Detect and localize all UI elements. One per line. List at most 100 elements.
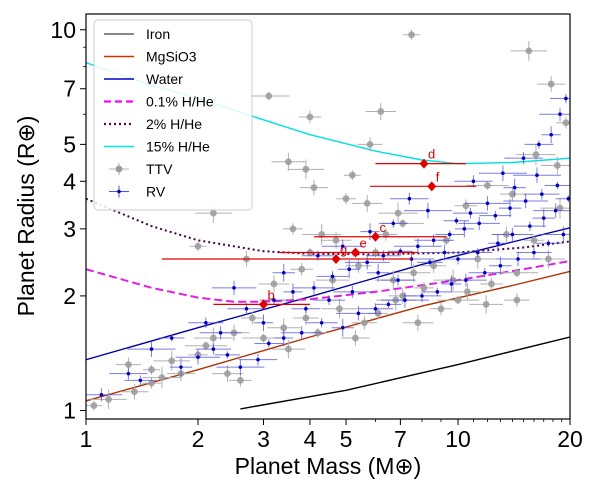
- rv-marker: [244, 306, 249, 311]
- rv-marker: [299, 330, 304, 335]
- rv-marker: [482, 270, 487, 275]
- rv-point: [316, 271, 349, 282]
- rv-point: [541, 126, 561, 144]
- ttv-marker: [209, 209, 217, 217]
- rv-marker: [396, 278, 400, 282]
- ttv-marker: [474, 255, 482, 263]
- rv-point: [390, 192, 429, 205]
- ttv-point: [421, 258, 447, 273]
- rv-marker: [179, 365, 183, 369]
- rv-marker: [340, 325, 345, 330]
- rv-point: [452, 207, 489, 219]
- rv-marker: [319, 320, 324, 325]
- y-tick-label: 5: [63, 131, 76, 157]
- rv-point: [498, 199, 522, 218]
- rv-marker: [468, 211, 473, 215]
- ttv-marker: [420, 284, 428, 292]
- planet-c-label: c: [379, 220, 386, 235]
- y-tick-label: 3: [63, 216, 76, 242]
- ttv-marker: [352, 334, 359, 342]
- rv-marker: [475, 250, 480, 255]
- ttv-marker: [454, 296, 462, 304]
- rv-point: [555, 195, 570, 203]
- ttv-marker: [270, 280, 278, 288]
- ttv-marker: [209, 334, 217, 342]
- rv-marker: [225, 353, 230, 357]
- rv-marker: [330, 274, 335, 279]
- rv-point: [280, 326, 323, 340]
- rv-marker: [420, 294, 424, 298]
- x-axis-title: Planet Mass (M⊕): [235, 453, 422, 479]
- y-tick-label: 1: [63, 398, 76, 424]
- rv-point: [443, 217, 470, 225]
- rv-marker: [272, 298, 276, 302]
- legend-item: RV: [109, 184, 166, 200]
- ttv-point: [343, 170, 361, 181]
- ttv-point: [90, 389, 127, 410]
- rv-point: [344, 255, 390, 270]
- legend-label: 2% H/He: [146, 116, 202, 132]
- planet-f-label: f: [436, 169, 440, 184]
- rv-point: [422, 287, 452, 297]
- ttv-marker: [562, 119, 570, 127]
- rv-point: [491, 227, 534, 242]
- ttv-point: [510, 41, 548, 61]
- rv-marker: [149, 347, 154, 351]
- rv-point: [272, 263, 295, 282]
- rv-point: [544, 181, 570, 190]
- ttv-point: [454, 199, 478, 213]
- rv-point: [380, 274, 416, 286]
- rv-marker: [454, 218, 459, 223]
- ttv-point: [258, 275, 290, 293]
- ttv-marker: [508, 190, 516, 198]
- ttv-point: [120, 384, 149, 400]
- rv-marker: [169, 336, 174, 340]
- rv-point: [414, 234, 453, 247]
- rv-point: [158, 334, 185, 342]
- rv-marker: [537, 142, 541, 147]
- curve-water: [86, 227, 570, 361]
- ttv-point: [141, 377, 162, 389]
- rv-marker: [426, 208, 430, 213]
- rv-marker: [256, 357, 260, 362]
- rv-point: [532, 209, 555, 228]
- ttv-marker: [224, 370, 231, 378]
- ttv-marker: [513, 296, 521, 304]
- rv-point: [195, 343, 231, 355]
- planet-b-label: b: [267, 287, 274, 302]
- ttv-marker: [348, 171, 356, 179]
- legend-label: 15% H/He: [146, 139, 210, 155]
- ttv-point: [299, 179, 328, 196]
- ttv-marker: [484, 182, 491, 189]
- rv-point: [313, 295, 346, 305]
- ttv-marker: [530, 236, 538, 244]
- ttv-marker: [105, 395, 112, 403]
- ttv-point: [351, 315, 377, 330]
- rv-point: [513, 221, 546, 231]
- rv-marker: [261, 320, 266, 325]
- rv-marker: [211, 347, 216, 351]
- ttv-marker: [430, 262, 438, 270]
- rv-point: [380, 292, 429, 308]
- legend: Iron MgSiO3 Water 0.1% H/He 2% H/He 15% H/He T…: [93, 19, 253, 211]
- ttv-marker: [399, 292, 407, 300]
- rv-marker: [238, 365, 243, 369]
- legend-item: Water: [104, 71, 183, 87]
- ttv-marker: [336, 305, 343, 313]
- rv-point: [259, 295, 289, 305]
- rv-point: [227, 302, 266, 315]
- rv-point: [441, 275, 462, 293]
- rv-marker: [266, 341, 271, 346]
- rv-marker: [523, 199, 528, 203]
- planet-g-label: g: [340, 242, 347, 257]
- ttv-point: [378, 202, 418, 224]
- rv-point: [495, 251, 541, 267]
- rv-marker: [407, 196, 412, 201]
- rv-marker: [555, 183, 560, 188]
- rv-point: [86, 388, 123, 402]
- rv-point: [253, 314, 274, 332]
- rv-point: [440, 253, 476, 265]
- rv-point: [468, 267, 501, 278]
- ttv-marker: [414, 319, 422, 327]
- planet-d-marker: [419, 158, 429, 169]
